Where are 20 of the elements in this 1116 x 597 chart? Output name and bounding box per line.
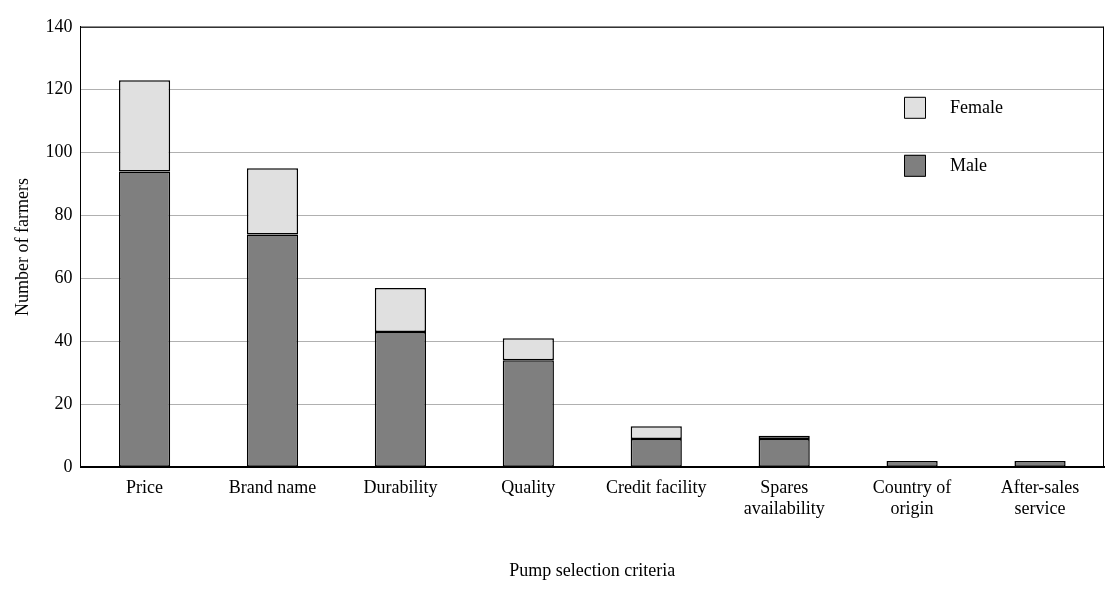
legend-label: Female	[950, 96, 1003, 117]
y-tick-label: 20	[54, 393, 73, 414]
x-tick-label: Price	[126, 476, 164, 497]
x-tick-label: Spares availability	[743, 476, 825, 519]
y-tick-label: 0	[63, 455, 73, 476]
y-axis-title: Number of farmers	[11, 178, 32, 316]
x-tick-label: After-sales service	[1000, 476, 1080, 519]
x-tick-label: Country of origin	[872, 476, 952, 519]
x-tick-label: Credit facility	[606, 476, 707, 497]
x-tick-label: Durability	[363, 476, 438, 497]
x-axis-title: Pump selection criteria	[509, 559, 676, 580]
y-tick-label: 100	[45, 141, 73, 162]
y-tick-label: 60	[54, 267, 73, 288]
y-tick-label: 40	[54, 330, 73, 351]
x-tick-label: Quality	[501, 476, 556, 497]
y-tick-label: 140	[45, 15, 73, 36]
y-tick-label: 80	[54, 204, 73, 225]
x-tick-label: Brand name	[228, 476, 317, 497]
legend-label: Male	[950, 154, 987, 175]
y-tick-label: 120	[45, 78, 73, 99]
